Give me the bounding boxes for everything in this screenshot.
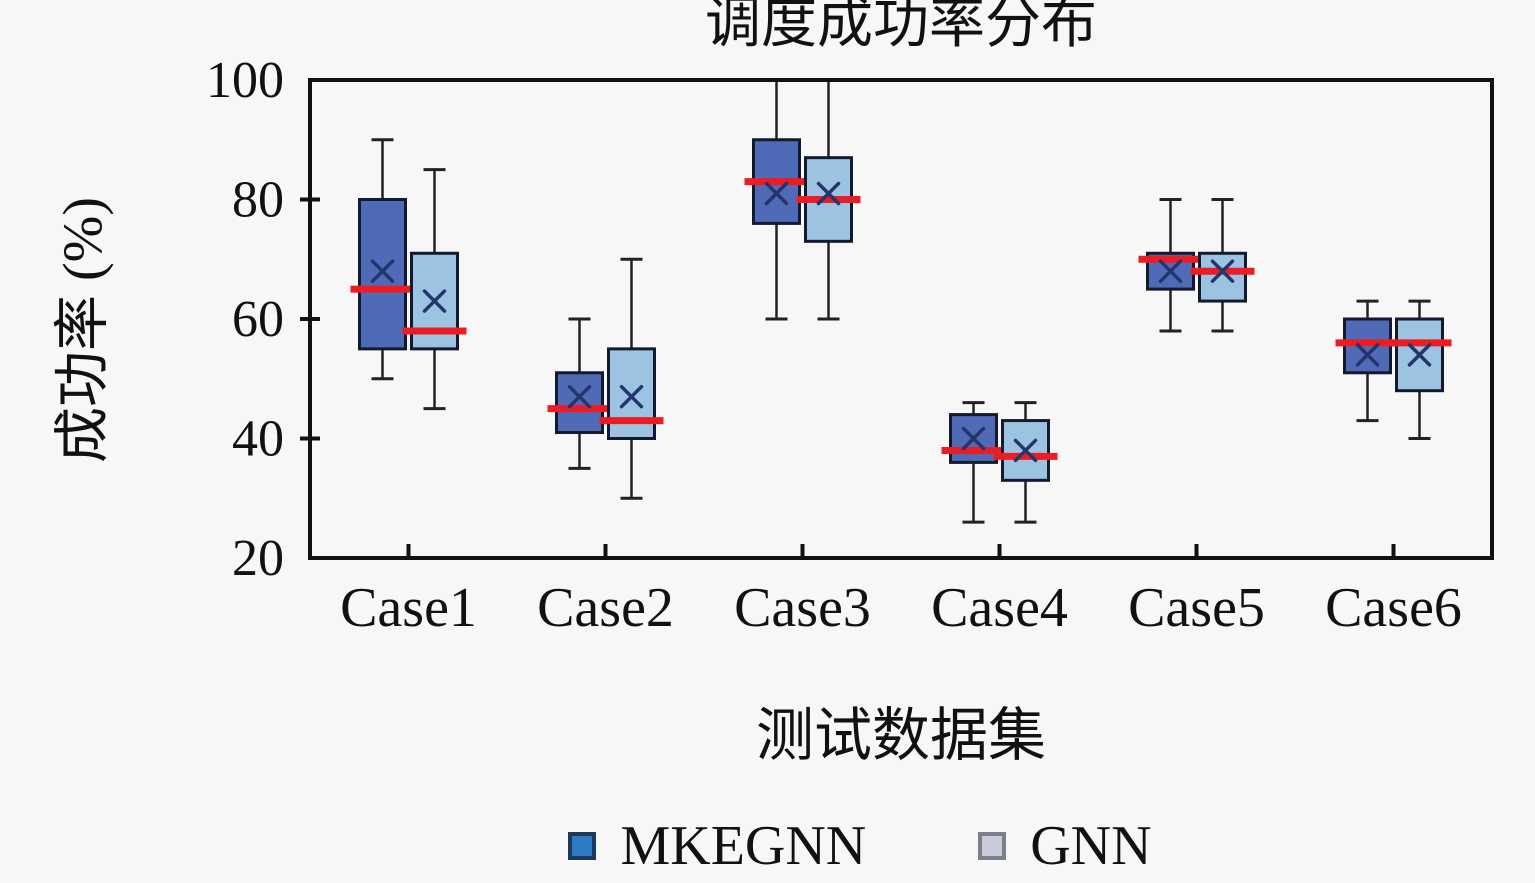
mean-marker-MKEGNN-Case5 [1158, 259, 1183, 283]
x-tick-label-Case6: Case6 [1325, 577, 1462, 639]
mean-marker-GNN-Case3 [816, 181, 841, 206]
mean-marker-MKEGNN-Case4 [961, 426, 986, 451]
box-GNN-Case5 [1198, 251, 1247, 303]
x-tick-label-Case3: Case3 [734, 577, 871, 639]
mean-marker-MKEGNN-Case3 [764, 181, 789, 206]
legend-label-gnn: GNN [1030, 815, 1152, 877]
y-tick-label-80: 80 [232, 172, 284, 229]
chart-title: 调度成功率分布 [705, 0, 1097, 55]
legend-swatch-gnn [978, 832, 1007, 860]
mean-marker-MKEGNN-Case2 [567, 384, 592, 409]
mean-marker-GNN-Case4 [1013, 438, 1038, 463]
box-GNN-Case2 [607, 347, 656, 440]
legend-label-mkegnn: MKEGNN [620, 815, 867, 877]
y-tick-label-40: 40 [232, 411, 284, 468]
mean-marker-GNN-Case1 [422, 289, 447, 313]
x-tick-label-Case5: Case5 [1128, 577, 1265, 639]
legend-swatch-mkegnn [568, 832, 597, 860]
plot-frame [308, 78, 1494, 560]
box-MKEGNN-Case1 [358, 198, 407, 351]
x-tick-label-Case4: Case4 [931, 577, 1068, 639]
mean-marker-GNN-Case2 [619, 384, 644, 409]
mean-marker-MKEGNN-Case1 [370, 259, 395, 283]
y-tick-label-100: 100 [206, 52, 284, 109]
mean-marker-GNN-Case5 [1210, 259, 1235, 283]
legend-item-gnn: GNN [978, 815, 1152, 877]
x-tick-label-Case1: Case1 [340, 577, 477, 639]
legend-item-mkegnn: MKEGNN [568, 818, 866, 874]
legend: MKEGNN GNN [310, 818, 1410, 874]
mean-marker-MKEGNN-Case6 [1355, 343, 1380, 367]
mean-marker-GNN-Case6 [1407, 343, 1432, 367]
y-tick-label-20: 20 [232, 530, 284, 587]
y-tick-label-60: 60 [232, 291, 284, 348]
x-axis-title: 测试数据集 [755, 703, 1046, 768]
x-tick-label-Case2: Case2 [537, 577, 674, 639]
box-MKEGNN-Case2 [555, 371, 604, 435]
